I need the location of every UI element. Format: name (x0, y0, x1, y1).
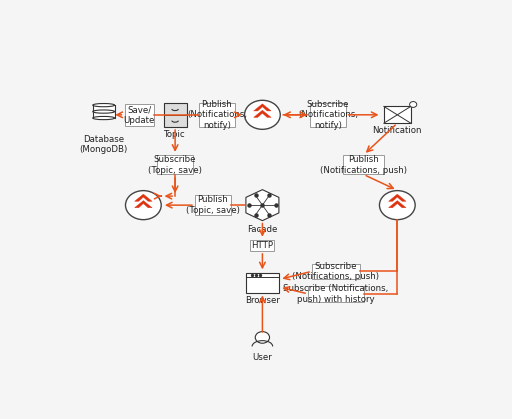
Text: Publish
(Topic, save): Publish (Topic, save) (186, 195, 240, 215)
Circle shape (410, 101, 417, 107)
Bar (164, 103, 186, 127)
Text: Subscribe
(Notifications, push): Subscribe (Notifications, push) (292, 261, 379, 281)
Circle shape (245, 100, 280, 129)
Polygon shape (253, 104, 271, 111)
Text: Publish
(Notifications,
notify): Publish (Notifications, notify) (187, 100, 247, 130)
Polygon shape (135, 201, 152, 208)
Circle shape (125, 191, 161, 220)
FancyBboxPatch shape (195, 195, 231, 215)
Text: Publish
(Notifications, push): Publish (Notifications, push) (320, 155, 407, 175)
FancyBboxPatch shape (343, 155, 385, 174)
FancyBboxPatch shape (308, 286, 364, 302)
Polygon shape (389, 194, 406, 201)
FancyBboxPatch shape (310, 103, 346, 127)
Text: HTTP: HTTP (251, 241, 273, 250)
Polygon shape (253, 110, 271, 117)
FancyBboxPatch shape (157, 155, 193, 174)
Text: Subscribe
(Topic, save): Subscribe (Topic, save) (148, 155, 202, 175)
Text: Facade: Facade (247, 225, 278, 233)
Circle shape (255, 331, 269, 343)
FancyBboxPatch shape (246, 273, 279, 292)
Text: Notification: Notification (373, 127, 422, 135)
Polygon shape (135, 194, 152, 201)
Text: User: User (252, 353, 272, 362)
Ellipse shape (93, 103, 115, 107)
Text: Browser: Browser (245, 296, 280, 305)
Circle shape (379, 191, 415, 220)
Text: Topic: Topic (164, 130, 186, 139)
Polygon shape (389, 201, 406, 208)
Ellipse shape (93, 116, 115, 120)
FancyBboxPatch shape (124, 103, 154, 126)
FancyBboxPatch shape (199, 103, 234, 127)
Bar (93, 105, 115, 118)
Ellipse shape (93, 110, 115, 113)
Text: Subscribe
(Notifications,
notify): Subscribe (Notifications, notify) (298, 100, 358, 130)
Text: Subscribe (Notifications,
push) with history: Subscribe (Notifications, push) with his… (283, 284, 389, 304)
FancyBboxPatch shape (312, 264, 359, 279)
FancyBboxPatch shape (250, 240, 274, 251)
Text: Database
(MongoDB): Database (MongoDB) (79, 135, 128, 154)
Text: Save/
Update: Save/ Update (124, 105, 155, 124)
Polygon shape (246, 190, 279, 221)
Bar (384, 106, 411, 123)
